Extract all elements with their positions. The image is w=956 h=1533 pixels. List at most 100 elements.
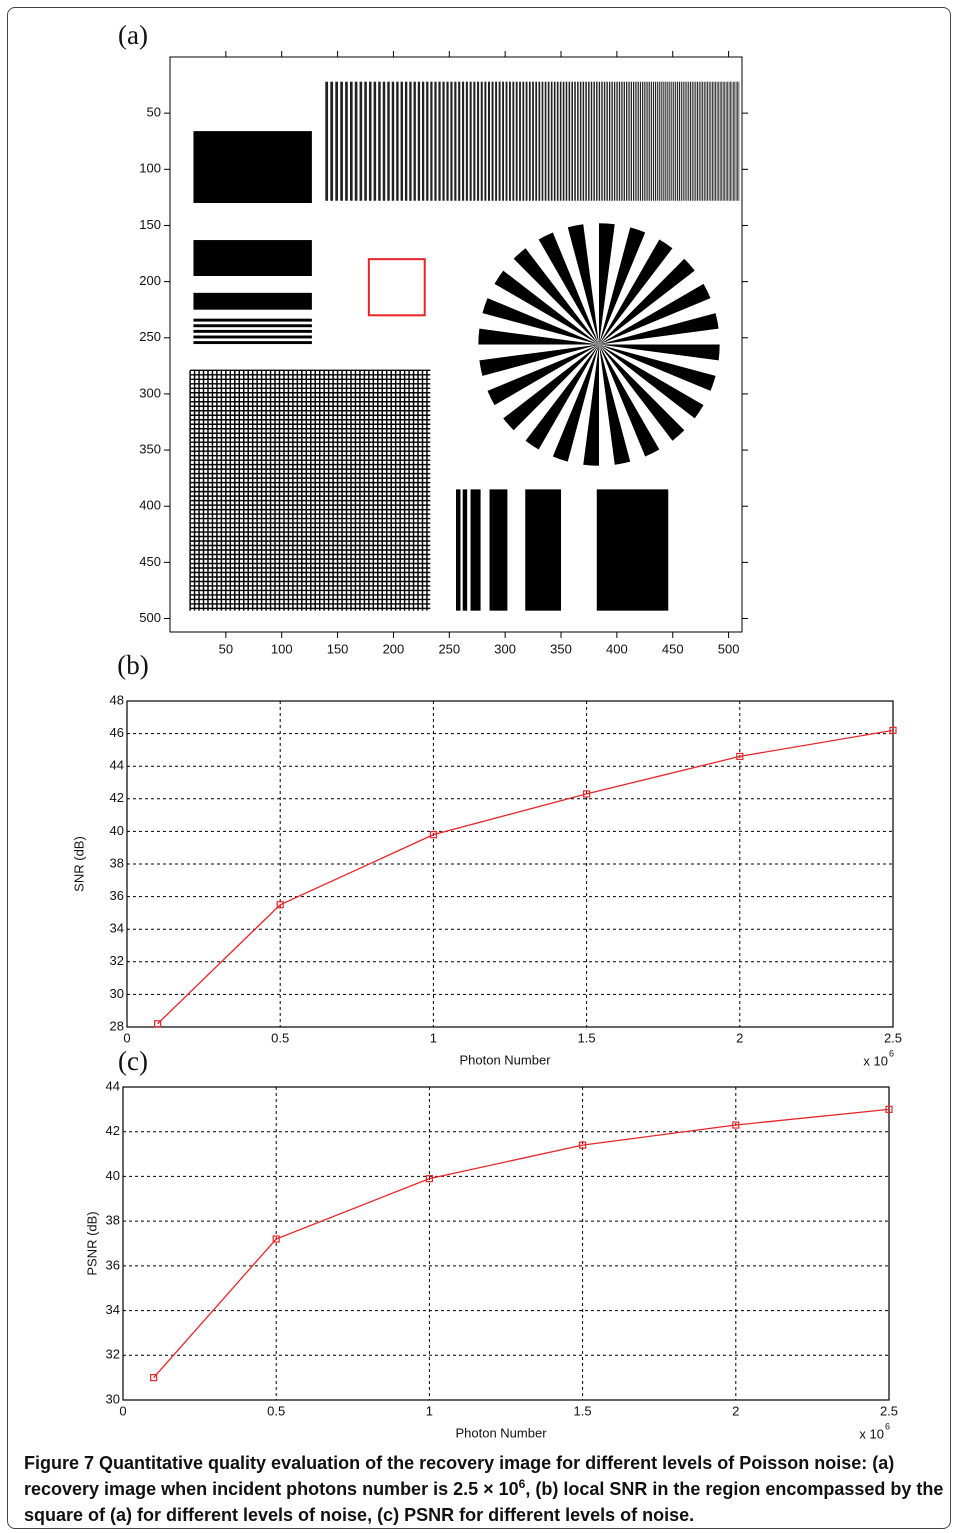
pattern-block (477, 82, 479, 201)
y-tick-label: 40 (106, 1168, 120, 1183)
pattern-block (571, 82, 573, 201)
pattern-block (709, 82, 710, 201)
y-tick-label: 40 (110, 823, 124, 838)
pattern-block (737, 82, 738, 201)
pattern-block (330, 82, 333, 201)
pattern-block (193, 330, 311, 333)
y-tick-label: 36 (106, 1257, 120, 1272)
x-tick-label: 100 (271, 641, 293, 656)
pattern-block (538, 82, 540, 201)
y-tick-label: 42 (110, 790, 124, 805)
pattern-block (601, 82, 602, 201)
x-tick-label: 2.5 (880, 1403, 898, 1418)
y-tick-label: 32 (110, 953, 124, 968)
pattern-block (378, 82, 381, 201)
pattern-block (710, 82, 711, 201)
y-tick-label: 200 (139, 273, 161, 288)
pattern-block (193, 293, 311, 310)
pattern-block (566, 82, 568, 201)
pattern-block (604, 82, 605, 201)
pattern-block (609, 82, 610, 201)
pattern-block (588, 82, 589, 201)
pattern-block (560, 82, 562, 201)
plot-area (123, 1087, 889, 1400)
pattern-block (574, 82, 576, 201)
pattern-block (532, 82, 534, 201)
pattern-block (369, 82, 372, 201)
pattern-block (519, 82, 521, 201)
pattern-block (657, 82, 658, 201)
x-tick-label: 2 (736, 1030, 743, 1045)
panel-label: (b) (117, 650, 148, 680)
pattern-block (470, 82, 472, 201)
pattern-block (383, 82, 385, 201)
y-tick-label: 30 (106, 1391, 120, 1406)
pattern-block (669, 82, 670, 201)
x-tick-label: 1 (430, 1030, 437, 1045)
page: 5010015020025030035040045050050100150200… (0, 0, 956, 1533)
x-tick-label: 500 (718, 641, 740, 656)
x-tick-label: 0.5 (267, 1403, 285, 1418)
pattern-block (446, 82, 448, 201)
x-tick-label: 1.5 (578, 1030, 596, 1045)
pattern-block (633, 82, 634, 201)
pattern-block (434, 82, 436, 201)
x-scale-exponent: 6 (885, 1421, 890, 1431)
y-tick-label: 400 (139, 498, 161, 513)
y-tick-label: 38 (106, 1213, 120, 1228)
pattern-block (736, 82, 737, 201)
pattern-block (712, 82, 713, 201)
pattern-block (707, 82, 708, 201)
x-tick-label: 300 (494, 641, 516, 656)
pattern-block (350, 82, 353, 201)
panel-label: (c) (118, 1046, 148, 1076)
pattern-block (438, 82, 440, 201)
panel-label: (a) (118, 20, 148, 50)
pattern-block (642, 82, 643, 201)
y-tick-label: 42 (106, 1123, 120, 1138)
pattern-block (659, 82, 660, 201)
pattern-block (697, 82, 698, 201)
x-tick-label: 200 (383, 641, 405, 656)
pattern-block (471, 489, 481, 610)
pattern-block (597, 489, 669, 610)
pattern-block (732, 82, 733, 201)
pattern-block (512, 82, 514, 201)
pattern-block (392, 82, 394, 201)
pattern-block (360, 82, 363, 201)
pattern-block (409, 82, 411, 201)
pattern-block (418, 82, 420, 201)
pattern-block (526, 82, 528, 201)
y-tick-label: 250 (139, 329, 161, 344)
pattern-block (481, 82, 483, 201)
x-tick-label: 150 (327, 641, 349, 656)
pattern-block (591, 82, 592, 201)
pattern-block (374, 82, 377, 201)
pattern-block (492, 82, 494, 201)
x-tick-label: 0 (119, 1403, 126, 1418)
pattern-block (619, 82, 620, 201)
pattern-block (325, 82, 328, 201)
x-tick-label: 0 (123, 1030, 130, 1045)
pattern-block (721, 82, 722, 201)
x-scale-label: x 10 (859, 1426, 884, 1441)
pattern-block (677, 82, 678, 201)
pattern-block (345, 82, 348, 201)
pattern-block (720, 82, 721, 201)
pattern-block (714, 82, 715, 201)
pattern-block (456, 489, 460, 610)
pattern-block (340, 82, 343, 201)
pattern-block (683, 82, 684, 201)
y-tick-label: 300 (139, 385, 161, 400)
pattern-block (638, 82, 639, 201)
y-tick-label: 32 (106, 1347, 120, 1362)
pattern-block (626, 82, 627, 201)
pattern-block (724, 82, 725, 201)
pattern-block (193, 341, 311, 344)
x-tick-label: 250 (438, 641, 460, 656)
pattern-block (193, 131, 311, 203)
pattern-block (628, 82, 629, 201)
caption: Figure 7 Quantitative quality evaluation… (24, 1450, 952, 1528)
pattern-block (730, 82, 731, 201)
pattern-block (616, 82, 617, 201)
